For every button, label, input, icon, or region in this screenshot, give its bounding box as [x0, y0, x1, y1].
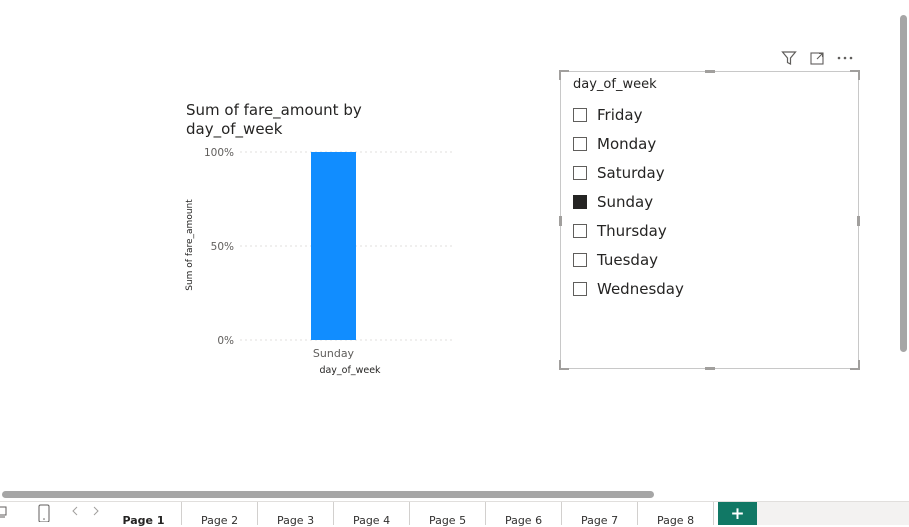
- slicer-item-tuesday[interactable]: Tuesday: [573, 245, 684, 274]
- page-tab-bar: Page 1 Page 2 Page 3 Page 4 Page 5 Page 6 Page…: [0, 501, 909, 527]
- x-axis-label: day_of_week: [319, 365, 381, 376]
- tab-label: Page 6: [504, 514, 543, 527]
- slicer-item-label: Tuesday: [597, 250, 659, 269]
- slicer-item-label: Saturday: [597, 163, 665, 182]
- x-axis-categories: Sunday: [313, 347, 355, 360]
- filter-icon[interactable]: [780, 49, 798, 67]
- slicer-item-label: Sunday: [597, 192, 654, 211]
- resize-handle-bottom[interactable]: [705, 367, 715, 370]
- tab-page-5[interactable]: Page 5: [410, 502, 486, 527]
- tab-page-2[interactable]: Page 2: [182, 502, 258, 527]
- slicer-list: Friday Monday Saturday Sunday Thursday Tuesda…: [573, 100, 684, 303]
- resize-handle-left[interactable]: [559, 216, 562, 226]
- tab-page-4[interactable]: Page 4: [334, 502, 410, 527]
- bar-sunday[interactable]: [311, 152, 356, 340]
- tab-label: Page 8: [656, 514, 695, 527]
- resize-corner-top-right[interactable]: [850, 70, 860, 80]
- slicer-item-saturday[interactable]: Saturday: [573, 158, 684, 187]
- resize-corner-bottom-left[interactable]: [559, 360, 569, 370]
- slicer-item-label: Friday: [597, 105, 643, 124]
- y-axis-ticks: 100% 50% 0%: [204, 147, 234, 347]
- tab-page-3[interactable]: Page 3: [258, 502, 334, 527]
- tab-label: Page 2: [200, 514, 239, 527]
- tab-page-6[interactable]: Page 6: [486, 502, 562, 527]
- slicer-item-thursday[interactable]: Thursday: [573, 216, 684, 245]
- page-tabs: Page 1 Page 2 Page 3 Page 4 Page 5 Page 6 Page…: [106, 502, 714, 527]
- checkbox-unchecked[interactable]: [573, 252, 587, 267]
- resize-corner-bottom-right[interactable]: [850, 360, 860, 370]
- slicer-item-wednesday[interactable]: Wednesday: [573, 274, 684, 303]
- x-category-label: Sunday: [313, 347, 355, 360]
- scroll-tabs-left-icon[interactable]: [72, 506, 78, 519]
- slicer-item-label: Wednesday: [597, 279, 684, 298]
- checkbox-unchecked[interactable]: [573, 223, 587, 238]
- slicer-item-monday[interactable]: Monday: [573, 129, 684, 158]
- y-tick-label: 100%: [204, 147, 234, 159]
- tab-label: Page 3: [276, 514, 315, 527]
- mobile-layout-icon[interactable]: [38, 504, 50, 525]
- slicer-item-label: Thursday: [597, 221, 667, 240]
- tab-label: Page 7: [580, 514, 619, 527]
- resize-handle-top[interactable]: [705, 70, 715, 73]
- y-tick-label: 50%: [211, 241, 234, 253]
- more-options-icon[interactable]: [836, 49, 854, 67]
- scroll-tabs-right-icon[interactable]: [93, 506, 99, 519]
- chart-bars: [311, 152, 356, 340]
- chart-svg: 100% 50% 0% Sunday Sum of fare_amount day_…: [185, 147, 455, 376]
- slicer-item-label: Monday: [597, 134, 657, 153]
- chart-grid: [240, 151, 455, 341]
- resize-corner-top-left[interactable]: [559, 70, 569, 80]
- resize-handle-right[interactable]: [857, 216, 860, 226]
- vertical-scrollbar[interactable]: [900, 15, 907, 352]
- slicer-header: day_of_week: [573, 77, 657, 92]
- add-page-button[interactable]: +: [718, 502, 757, 525]
- focus-mode-icon[interactable]: [808, 49, 826, 67]
- y-tick-label: 0%: [217, 335, 234, 347]
- tab-page-8[interactable]: Page 8: [638, 502, 714, 527]
- checkbox-unchecked[interactable]: [573, 107, 587, 122]
- tab-label: Page 5: [428, 514, 467, 527]
- checkbox-unchecked[interactable]: [573, 281, 587, 296]
- slicer-item-friday[interactable]: Friday: [573, 100, 684, 129]
- checkbox-checked[interactable]: [573, 194, 587, 209]
- checkbox-unchecked[interactable]: [573, 165, 587, 180]
- tab-bar-empty-area: [757, 502, 909, 525]
- tab-page-7[interactable]: Page 7: [562, 502, 638, 527]
- tab-label: Page 4: [352, 514, 391, 527]
- slicer-item-sunday[interactable]: Sunday: [573, 187, 684, 216]
- visual-header: [780, 49, 854, 67]
- y-axis-label: Sum of fare_amount: [185, 199, 195, 291]
- bar-chart-visual[interactable]: Sum of fare_amount by day_of_week 100% 50…: [180, 95, 470, 385]
- horizontal-scrollbar[interactable]: [2, 491, 654, 498]
- page-navigator-icon[interactable]: [0, 505, 9, 522]
- chart-title: Sum of fare_amount by day_of_week: [186, 101, 362, 138]
- checkbox-unchecked[interactable]: [573, 136, 587, 151]
- day-of-week-slicer[interactable]: day_of_week Friday Monday Saturday Sunday Th…: [559, 70, 860, 370]
- tab-label: Page 1: [122, 514, 165, 527]
- tab-page-1[interactable]: Page 1: [106, 502, 182, 527]
